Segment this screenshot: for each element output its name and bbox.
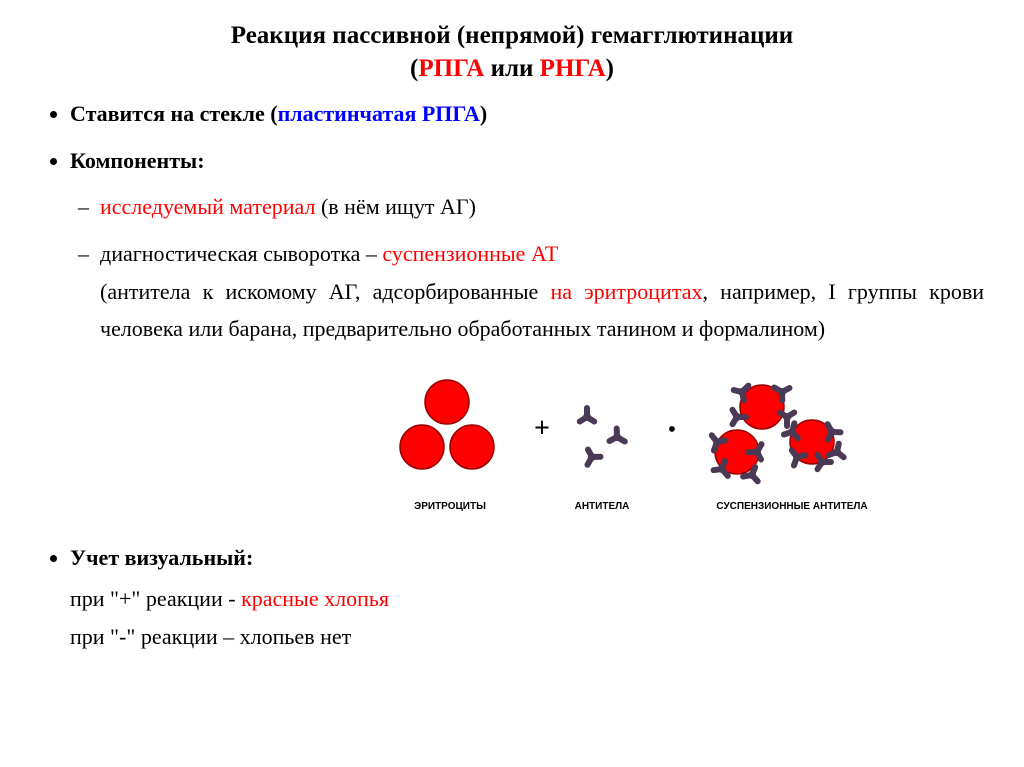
diagram-container: + • ЭРИТРОЦИТЫ АНТИТЕЛА СУСПЕНЗИОННЫЕ АНТИТЕ… [320, 357, 984, 528]
title-or: или [484, 55, 539, 82]
svg-text:АНТИТЕЛА: АНТИТЕЛА [575, 501, 630, 512]
title-paren-close: ) [606, 55, 614, 82]
bullet-2: Компоненты: исследуемый материал (в нём … [70, 142, 984, 347]
main-list-2: Учет визуальный: при "+" реакции - красн… [40, 539, 984, 655]
svg-text:ЭРИТРОЦИТЫ: ЭРИТРОЦИТЫ [414, 501, 486, 512]
slide-title: Реакция пассивной (непрямой) гемагглютин… [40, 20, 984, 85]
sub-2: диагностическая сыворотка – суспензионны… [100, 235, 984, 347]
title-abbr2: РНГА [540, 55, 606, 82]
hemagglutination-diagram: + • ЭРИТРОЦИТЫ АНТИТЕЛА СУСПЕНЗИОННЫЕ АНТИТЕ… [392, 357, 912, 517]
title-line1: Реакция пассивной (непрямой) гемагглютин… [231, 22, 793, 49]
svg-text:•: • [668, 417, 676, 443]
bullet-3: Учет визуальный: при "+" реакции - красн… [70, 539, 984, 655]
result-positive: при "+" реакции - красные хлопья [70, 580, 984, 617]
sub-list: исследуемый материал (в нём ищут АГ) диа… [70, 188, 984, 348]
main-list: Ставится на стекле (пластинчатая РПГА) К… [40, 95, 984, 347]
bullet-1-highlight: пластинчатая РПГА [278, 101, 480, 126]
svg-text:СУСПЕНЗИОННЫЕ АНТИТЕЛА: СУСПЕНЗИОННЫЕ АНТИТЕЛА [716, 501, 867, 512]
svg-text:+: + [534, 413, 550, 444]
bullet-1: Ставится на стекле (пластинчатая РПГА) [70, 95, 984, 132]
result-negative: при "-" реакции – хлопьев нет [70, 618, 984, 655]
sub-1: исследуемый материал (в нём ищут АГ) [100, 188, 984, 225]
title-abbr1: РПГА [418, 55, 484, 82]
